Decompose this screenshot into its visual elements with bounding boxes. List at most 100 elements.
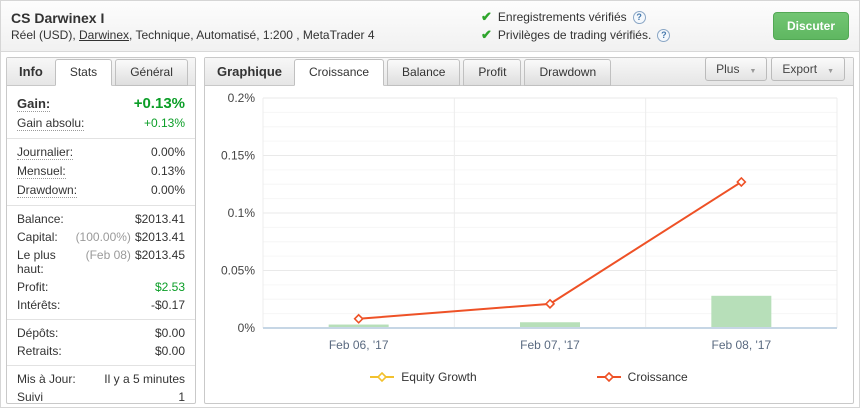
account-meta-text: , Technique, Automatisé, 1:200 , MetaTra… [129,28,375,42]
info-panel: Info Stats Général Gain: +0.13% Gain absolu… [6,57,196,404]
legend-item-equity-growth[interactable]: Equity Growth [370,370,477,384]
stat-label: Suivi [17,390,44,404]
bar-series [328,295,772,328]
tab-stats[interactable]: Stats [54,59,113,86]
stat-value: Il y a 5 minutes [104,372,185,386]
svg-text:Feb 07, '17: Feb 07, '17 [520,338,580,352]
help-icon[interactable] [657,28,671,42]
growth-chart: 0% 0.05% 0.1% 0.15% 0.2% Feb 06, '17 Feb 07, '… [221,91,838,352]
stats-group: Journalier: 0.00% Mensuel: 0.13% Drawdown: 0.… [7,139,195,206]
tab-profit[interactable]: Profit [463,59,522,86]
stat-row-d-p-ts: Dépôts: $0.00 [7,324,195,342]
stat-value: $2.53 [154,280,185,294]
stat-value: +0.13% [133,95,185,112]
tab-g-n-ral[interactable]: Général [115,59,188,86]
tab-balance[interactable]: Balance [387,59,461,86]
line-series-croissance [353,176,747,324]
stat-value: -$0.17 [150,298,185,312]
legend-marker-icon [596,372,621,382]
stat-row-le-plus-haut: Le plus haut: (Feb 08) $2013.45 [7,246,195,278]
info-panel-title: Info [19,64,43,79]
stat-label: Retraits: [17,344,62,358]
stats-group: Balance: $2013.41 Capital: (100.00%) $2013.4… [7,206,195,320]
check-icon [481,9,492,25]
verification-row-records: Enregistrements vérifiés [481,9,670,25]
stat-value-muted: (100.00%) [75,230,131,244]
chart-panel: Graphique Croissance Balance Profit Drawdow… [204,57,854,404]
stat-row-gain-absolu: Gain absolu: +0.13% [7,114,195,133]
stat-label: Dépôts: [17,326,59,340]
stat-label: Mis à Jour: [17,372,76,386]
gridlines [262,97,838,328]
broker-link[interactable]: Darwinex [79,28,130,42]
stat-value: 1 [178,390,185,404]
chevron-down-icon [749,62,756,76]
stat-value: (Feb 08) $2013.45 [85,248,185,262]
stat-value: $0.00 [154,344,185,358]
chart-tabs: Croissance Balance Profit Drawdown [294,59,612,86]
export-dropdown-label: Export [782,62,818,76]
stat-value: 0.00% [150,183,185,197]
stat-label: Gain: [17,96,51,112]
account-info: CS Darwinex I Réel (USD), Darwinex, Tech… [11,9,481,43]
stats-group: Gain: +0.13% Gain absolu: +0.13% [7,89,195,139]
stat-label: Mensuel: [17,164,66,179]
chart-tabbar: Graphique Croissance Balance Profit Drawdow… [205,57,853,86]
account-subtitle: Réel (USD), Darwinex, Technique, Automat… [11,27,481,43]
svg-text:0.05%: 0.05% [221,264,255,278]
stat-label: Drawdown: [17,183,78,198]
stat-value: $2013.41 [134,212,185,226]
stat-label: Capital: [17,230,58,244]
stat-row-balance: Balance: $2013.41 [7,210,195,228]
stat-label: Journalier: [17,145,74,160]
stats-list: Gain: +0.13% Gain absolu: +0.13% Journalier:… [7,86,195,407]
stats-group: Dépôts: $0.00 Retraits: $0.00 [7,320,195,366]
stat-label: Gain absolu: [17,116,85,131]
legend-label: Equity Growth [401,370,477,384]
stat-value-muted: (Feb 08) [85,248,131,262]
discuss-button[interactable]: Discuter [772,12,849,40]
stat-value: 0.00% [150,145,185,159]
tab-drawdown[interactable]: Drawdown [524,59,612,86]
plus-dropdown[interactable]: Plus [705,57,768,81]
stat-row-journalier: Journalier: 0.00% [7,143,195,162]
chevron-down-icon [827,62,834,76]
account-header: CS Darwinex I Réel (USD), Darwinex, Tech… [1,1,859,52]
stat-row-int-r-ts: Intérêts: -$0.17 [7,296,195,314]
stat-row-profit: Profit: $2.53 [7,278,195,296]
stat-label: Profit: [17,280,49,294]
chart-legend: Equity Growth Croissance [207,370,851,384]
stat-label: Le plus haut: [17,248,56,276]
stats-group: Mis à Jour: Il y a 5 minutes Suivi 1 [7,366,195,407]
verification-list: Enregistrements vérifiés Privilèges de t… [481,9,671,43]
verification-label: Enregistrements vérifiés [497,10,627,24]
stat-row-capital: Capital: (100.00%) $2013.41 [7,228,195,246]
stat-value: 0.13% [150,164,185,178]
stat-row-drawdown: Drawdown: 0.00% [7,181,195,200]
main-content: Info Stats Général Gain: +0.13% Gain absolu… [1,52,859,407]
help-icon[interactable] [632,10,646,24]
stat-label: Balance: [17,212,64,226]
svg-text:Feb 08, '17: Feb 08, '17 [711,338,771,352]
stat-row-mensuel: Mensuel: 0.13% [7,162,195,181]
svg-text:Feb 06, '17: Feb 06, '17 [329,338,389,352]
svg-text:0.2%: 0.2% [228,91,256,105]
info-tabs: Stats Général [54,59,188,86]
export-dropdown[interactable]: Export [771,57,845,81]
svg-text:0.1%: 0.1% [228,206,256,220]
legend-marker-icon [370,372,395,382]
stat-row-retraits: Retraits: $0.00 [7,342,195,360]
y-axis-labels: 0% 0.05% 0.1% 0.15% 0.2% [221,91,255,335]
plus-dropdown-label: Plus [716,62,740,76]
x-axis-labels: Feb 06, '17 Feb 07, '17 Feb 08, '17 [329,338,772,352]
verification-row-privileges: Privilèges de trading vérifiés. [481,27,671,43]
account-title: CS Darwinex I [11,10,105,26]
verification-label: Privilèges de trading vérifiés. [497,28,652,42]
info-tabbar: Info Stats Général [7,58,195,86]
tab-croissance[interactable]: Croissance [294,59,385,86]
stat-value: (100.00%) $2013.41 [75,230,185,244]
stat-value: $0.00 [154,326,185,340]
legend-label: Croissance [627,370,688,384]
legend-item-croissance[interactable]: Croissance [596,370,688,384]
